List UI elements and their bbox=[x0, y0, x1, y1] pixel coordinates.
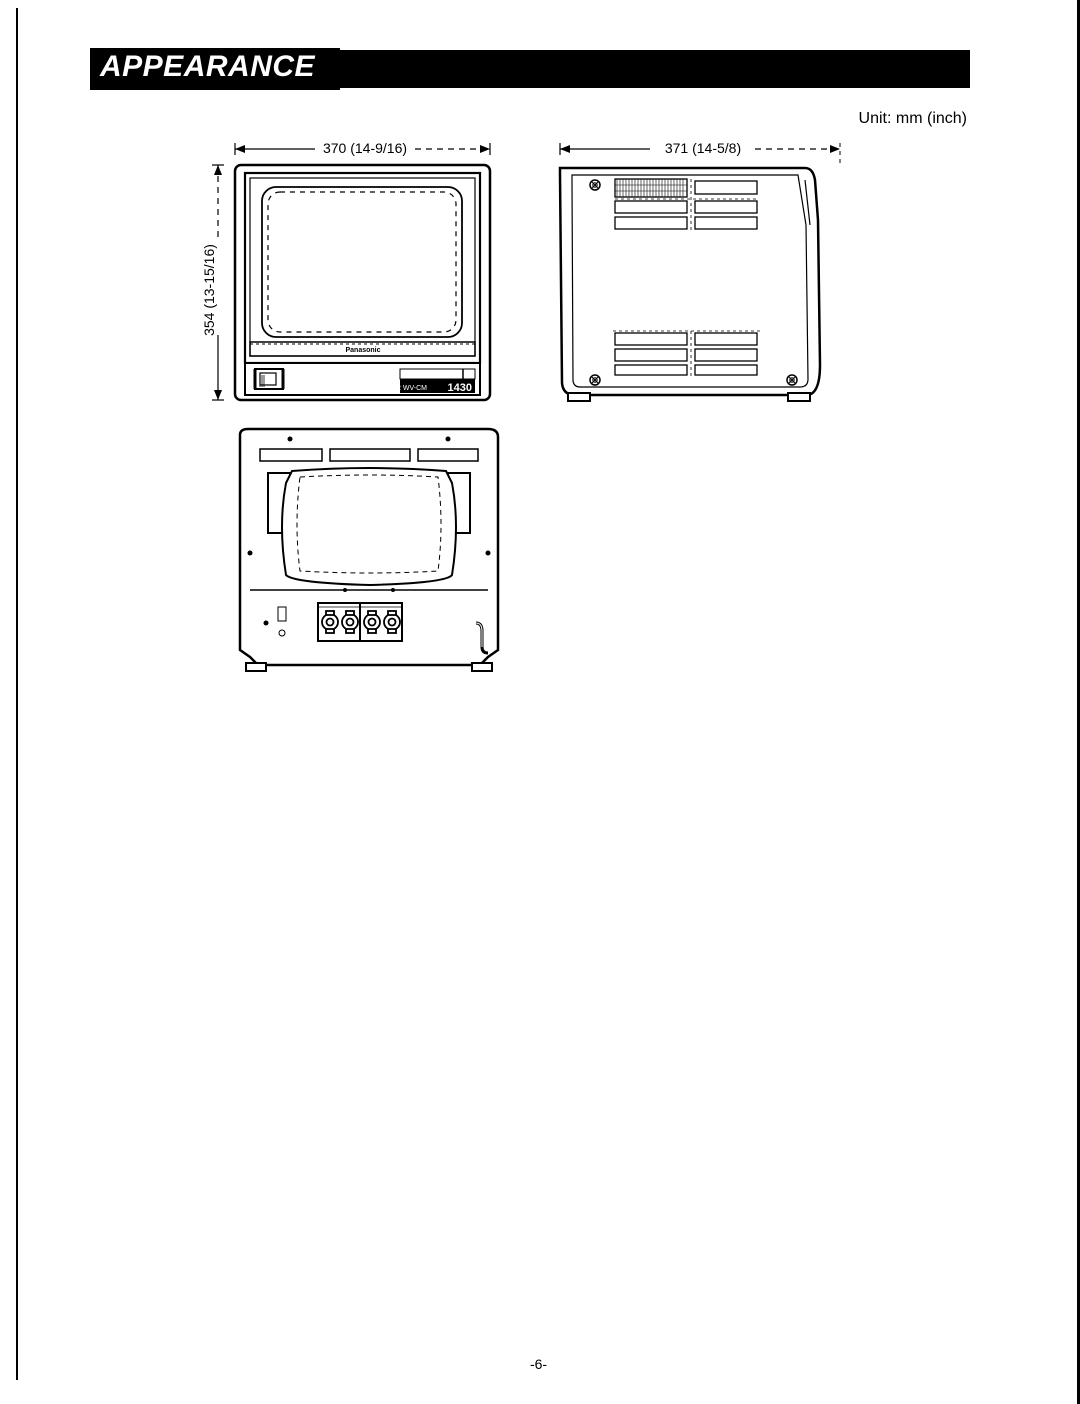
front-bezel bbox=[245, 173, 480, 363]
section-title: APPEARANCE bbox=[100, 50, 315, 84]
rear-hole-tr bbox=[446, 437, 451, 442]
dimension-front-height: 354 (13-15/16) bbox=[201, 165, 224, 400]
side-outer bbox=[560, 168, 820, 395]
page-margin bbox=[16, 8, 1061, 1380]
document-page: APPEARANCE Unit: mm (inch) -6- 370 (14-9… bbox=[0, 0, 1080, 1404]
model-prefix: COLOR MONITOR WV-CM bbox=[341, 385, 427, 392]
dimension-front-height-label: 354 (13-15/16) bbox=[201, 244, 217, 336]
power-switch bbox=[255, 369, 283, 389]
figure-front-view: 370 (14-9/16) 354 (13-15/16) bbox=[200, 135, 510, 415]
figure-side-view: 371 (14-5/8) bbox=[540, 135, 880, 415]
front-brand-label: Panasonic bbox=[345, 347, 380, 354]
dimension-side-depth: 371 (14-5/8) bbox=[560, 140, 840, 165]
page-number: -6- bbox=[530, 1356, 547, 1372]
dimension-side-depth-label: 371 (14-5/8) bbox=[665, 140, 741, 156]
unit-label: Unit: mm (inch) bbox=[859, 110, 967, 128]
dimension-front-width: 370 (14-9/16) bbox=[235, 140, 490, 156]
model-number: 1430 bbox=[448, 382, 472, 394]
side-slots-lower bbox=[615, 333, 757, 375]
rear-crt-cover bbox=[268, 468, 470, 585]
rear-top-slots bbox=[260, 449, 478, 461]
figure-rear-view bbox=[230, 425, 510, 675]
rear-hole-tl bbox=[288, 437, 293, 442]
dimension-front-width-label: 370 (14-9/16) bbox=[323, 140, 407, 156]
